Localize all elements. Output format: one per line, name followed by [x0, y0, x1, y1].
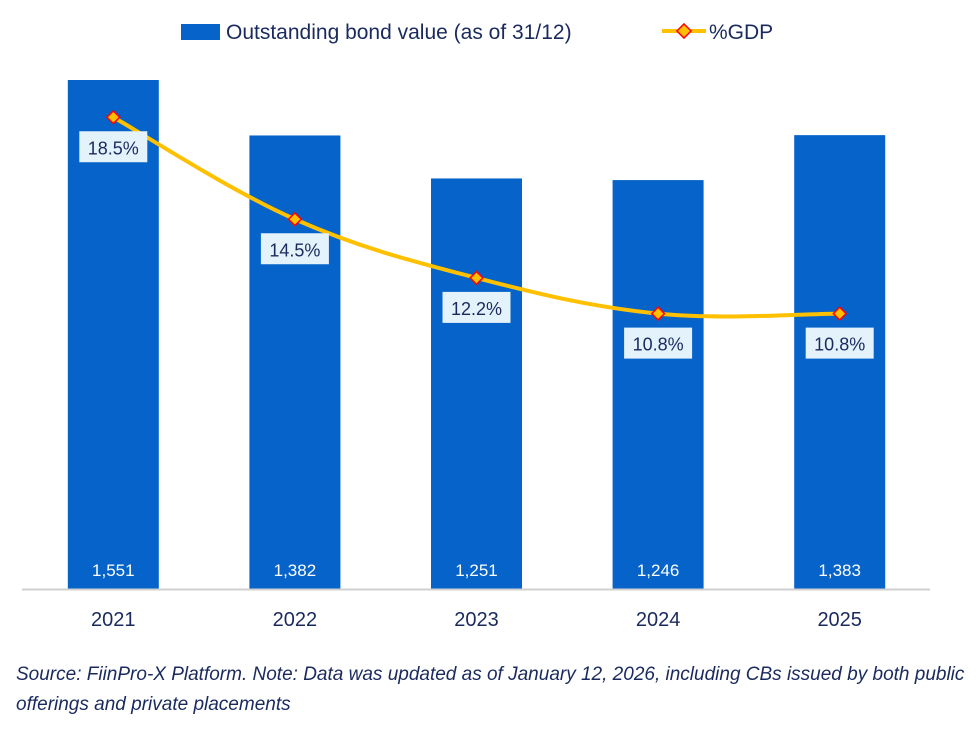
bar-value-label-2021: 1,551 — [92, 561, 135, 580]
gdp-marker-2024 — [650, 306, 666, 322]
gdp-label-box-2024 — [624, 327, 693, 359]
gdp-label-box-2022 — [260, 233, 329, 265]
gdp-label-box-2021 — [79, 131, 148, 163]
line-series — [105, 109, 848, 322]
bar-2024 — [612, 180, 704, 589]
gdp-label-2025: 10.8% — [814, 335, 865, 355]
gdp-label-2024: 10.8% — [633, 335, 684, 355]
line-data-labels: 18.5% 14.5% 12.2% 10.8% 10.8% — [79, 131, 874, 359]
bar-value-label-2024: 1,246 — [637, 561, 680, 580]
x-tick-2023: 2023 — [454, 609, 499, 631]
bar-series — [67, 80, 886, 589]
gdp-marker-2025 — [832, 306, 848, 322]
bar-value-label-2023: 1,251 — [455, 561, 498, 580]
bar-value-label-2022: 1,382 — [274, 561, 317, 580]
gdp-label-box-2023 — [442, 291, 511, 323]
bar-2023 — [431, 178, 522, 589]
x-tick-2021: 2021 — [91, 609, 136, 631]
gdp-label-2023: 12.2% — [451, 299, 502, 319]
gdp-marker-2021 — [105, 109, 121, 125]
x-tick-2022: 2022 — [273, 609, 318, 631]
legend-label-bars: Outstanding bond value (as of 31/12) — [226, 21, 572, 44]
bar-2022 — [249, 135, 341, 589]
bar-value-label-2025: 1,383 — [818, 561, 861, 580]
x-tick-2025: 2025 — [817, 609, 862, 631]
bar-2021 — [67, 80, 159, 589]
legend-label-line: %GDP — [709, 21, 773, 44]
gdp-marker-2022 — [287, 211, 303, 227]
legend-swatch-bars — [181, 24, 220, 40]
x-tick-2024: 2024 — [636, 609, 681, 631]
bar-data-labels: 1,551 1,382 1,251 1,246 1,383 — [92, 561, 861, 580]
gdp-label-2021: 18.5% — [88, 138, 139, 158]
source-note: Source: FiinPro-X Platform. Note: Data w… — [16, 664, 965, 715]
legend-marker-icon — [675, 22, 693, 40]
gdp-label-2022: 14.5% — [269, 240, 320, 260]
legend: Outstanding bond value (as of 31/12) %GD… — [181, 21, 773, 44]
chart: Outstanding bond value (as of 31/12) %GD… — [22, 21, 930, 631]
bar-2025 — [794, 135, 886, 589]
gdp-label-box-2025 — [805, 327, 874, 359]
x-axis-ticks: 2021 2022 2023 2024 2025 — [91, 609, 862, 631]
gdp-marker-2023 — [469, 270, 484, 286]
